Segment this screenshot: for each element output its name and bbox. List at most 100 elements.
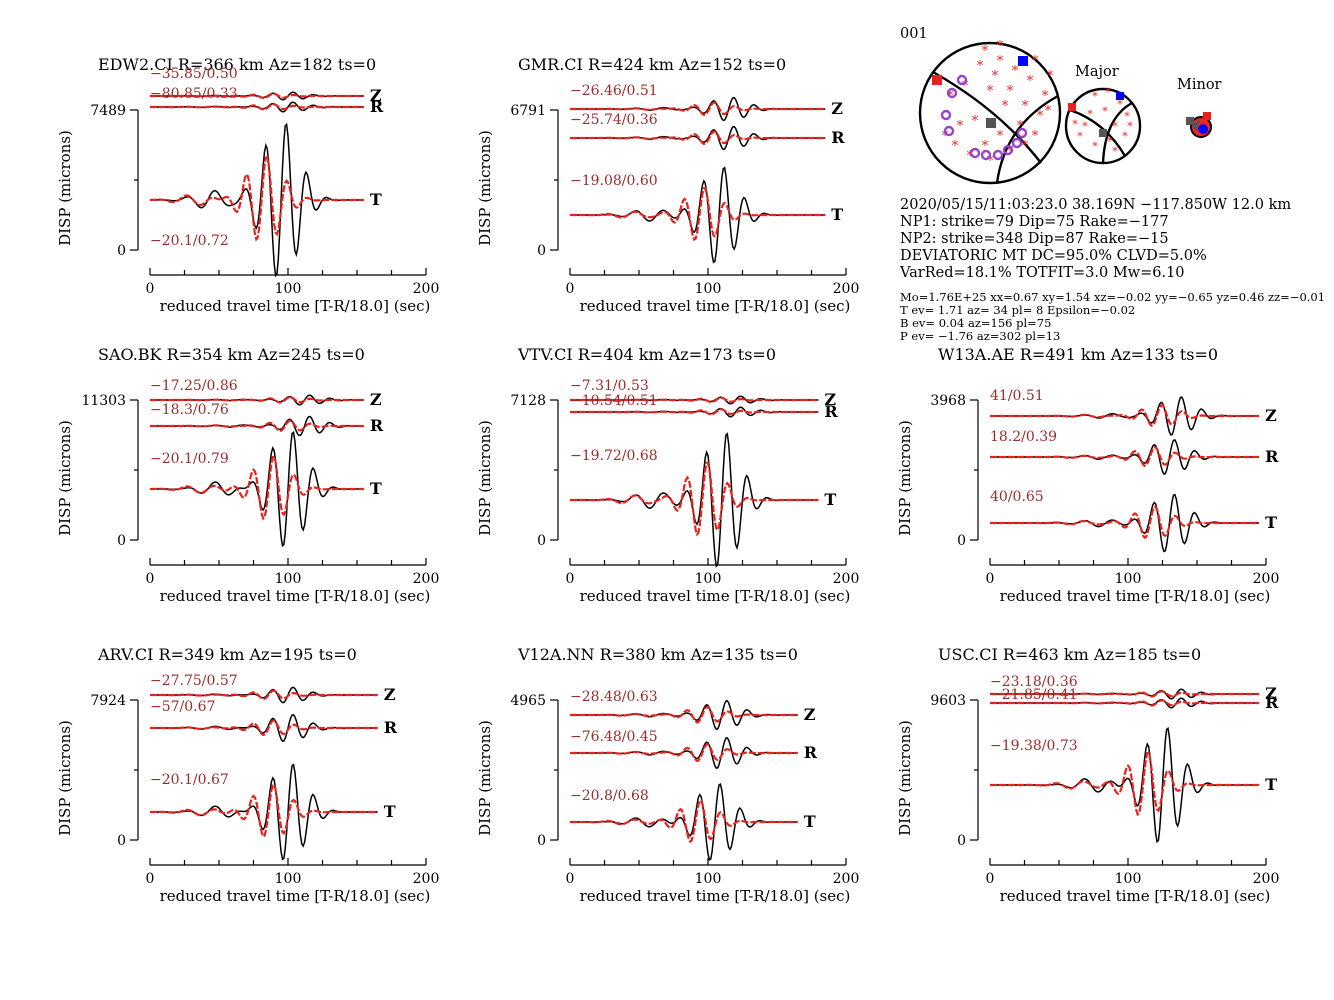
- event-moment-tensor: Mo=1.76E+25 xx=0.67 xy=1.54 xz=−0.02 yy=…: [900, 290, 1325, 304]
- synthetic-trace-r: [570, 743, 798, 763]
- polarity-mark: *: [997, 39, 1004, 54]
- y-zero-tick-label: 0: [537, 533, 546, 549]
- shift-cc-label: −18.3/0.76: [150, 402, 229, 418]
- panel-title: GMR.CI R=424 km Az=152 ts=0: [518, 55, 786, 74]
- x-tick-label: 200: [413, 281, 440, 297]
- polarity-mark: *: [997, 54, 1004, 69]
- component-label: Z: [831, 99, 843, 118]
- observed-trace-t: [150, 430, 364, 548]
- x-tick-label: 0: [566, 281, 575, 297]
- shift-cc-label: −20.8/0.68: [570, 788, 649, 804]
- p-axis-marker: [1018, 56, 1028, 66]
- y-zero-tick-label: 0: [537, 243, 546, 259]
- polarity-mark: *: [1072, 118, 1078, 131]
- y-zero-tick-label: 0: [957, 533, 966, 549]
- station-panel: VTV.CI R=404 km Az=173 ts=0 7128 0 DISP (mi…: [476, 345, 859, 605]
- component-label: R: [1265, 693, 1279, 712]
- x-axis-label: reduced travel time [T-R/18.0] (sec): [580, 297, 851, 315]
- shift-cc-label: −7.31/0.53: [570, 378, 649, 394]
- x-tick-label: 100: [695, 281, 722, 297]
- x-tick-label: 100: [1115, 571, 1142, 587]
- x-tick-label: 200: [833, 571, 860, 587]
- minor-label: Minor: [1177, 77, 1222, 93]
- beachball-minor: [1186, 112, 1212, 138]
- y-zero-tick-label: 0: [117, 533, 126, 549]
- shift-cc-label: −17.25/0.86: [150, 378, 238, 394]
- t-axis-marker: [932, 75, 942, 85]
- y-max-tick-label: 11303: [81, 393, 126, 409]
- x-tick-label: 0: [986, 871, 995, 887]
- station-panel: W13A.AE R=491 km Az=133 ts=0 3968 0 DISP (m…: [896, 345, 1279, 605]
- polarity-mark: *: [1037, 109, 1044, 124]
- polarity-mark: *: [952, 139, 959, 154]
- observed-trace-z: [150, 394, 364, 406]
- station-ring: [943, 125, 955, 137]
- y-max-tick-label: 7128: [510, 393, 546, 409]
- y-axis-label: DISP (microns): [476, 130, 494, 246]
- polarity-mark: *: [1002, 99, 1009, 114]
- x-tick-label: 0: [146, 281, 155, 297]
- component-label: T: [370, 190, 382, 209]
- shift-cc-label: −19.08/0.60: [570, 173, 658, 189]
- polarity-mark: *: [1124, 110, 1130, 123]
- synthetic-trace-z: [990, 404, 1260, 428]
- polarity-mark: *: [1042, 89, 1049, 104]
- shift-cc-label: −19.72/0.68: [570, 448, 658, 464]
- station-ring: [1011, 137, 1023, 149]
- x-axis-label: reduced travel time [T-R/18.0] (sec): [580, 587, 851, 605]
- synthetic-trace-z: [570, 101, 826, 117]
- synthetic-trace-t: [149, 155, 364, 242]
- component-label: R: [370, 97, 384, 116]
- y-max-tick-label: 7489: [90, 103, 126, 119]
- polarity-mark: *: [1022, 99, 1029, 114]
- synthetic-trace-z: [150, 92, 364, 100]
- component-label: Z: [824, 390, 836, 409]
- polarity-mark: *: [977, 59, 984, 74]
- component-label: Z: [370, 86, 382, 105]
- station-panel: GMR.CI R=424 km Az=152 ts=0 6791 0 DISP (mi…: [476, 55, 859, 315]
- p-axis-marker: [1116, 92, 1124, 100]
- x-tick-label: 100: [275, 571, 302, 587]
- station-ring: [980, 149, 992, 161]
- y-max-tick-label: 6791: [510, 103, 546, 119]
- polarity-mark: *: [1127, 120, 1133, 133]
- polarity-mark: *: [982, 44, 989, 59]
- station-ring: [956, 74, 968, 86]
- observed-trace-t: [150, 122, 364, 278]
- polarity-mark: *: [1007, 84, 1014, 99]
- polarity-mark: *: [962, 79, 969, 94]
- synthetic-trace-r: [990, 446, 1260, 467]
- polarity-mark: *: [1012, 64, 1019, 79]
- event-line-np2: NP2: strike=348 Dip=87 Rake=−15: [900, 231, 1169, 247]
- polarity-mark: *: [992, 69, 999, 84]
- x-tick-label: 0: [986, 571, 995, 587]
- x-axis-label: reduced travel time [T-R/18.0] (sec): [160, 587, 431, 605]
- shift-cc-label: −35.85/0.50: [150, 66, 238, 82]
- shift-cc-label: −76.48/0.45: [570, 729, 658, 745]
- shift-cc-label: 41/0.51: [990, 388, 1044, 404]
- component-label: R: [1265, 447, 1279, 466]
- component-label: T: [370, 479, 382, 498]
- synthetic-trace-r: [570, 130, 826, 146]
- polarity-mark: *: [982, 139, 989, 154]
- polarity-mark: *: [942, 129, 949, 144]
- observed-trace-r: [150, 415, 364, 437]
- station-ring: [940, 109, 952, 121]
- y-max-tick-label: 3968: [930, 393, 966, 409]
- shift-cc-label: −20.1/0.67: [150, 772, 229, 788]
- polarity-mark: *: [987, 154, 994, 169]
- polarity-mark: *: [1022, 139, 1029, 154]
- synthetic-trace-r: [150, 719, 378, 737]
- shift-cc-label: −25.74/0.36: [570, 112, 658, 128]
- x-axis-label: reduced travel time [T-R/18.0] (sec): [1000, 887, 1271, 905]
- x-axis-label: reduced travel time [T-R/18.0] (sec): [160, 297, 431, 315]
- polarity-mark: *: [987, 84, 994, 99]
- shift-cc-label: −27.75/0.57: [150, 673, 238, 689]
- synthetic-trace-r: [150, 103, 364, 111]
- event-line-mt: DEVIATORIC MT DC=95.0% CLVD=5.0%: [900, 248, 1207, 264]
- station-panel: ARV.CI R=349 km Az=195 ts=0 7924 0 DISP (mi…: [56, 645, 439, 905]
- shift-cc-label: 18.2/0.39: [990, 429, 1057, 445]
- shift-cc-label: −80.85/0.33: [150, 86, 238, 102]
- polarity-mark: *: [1077, 130, 1083, 143]
